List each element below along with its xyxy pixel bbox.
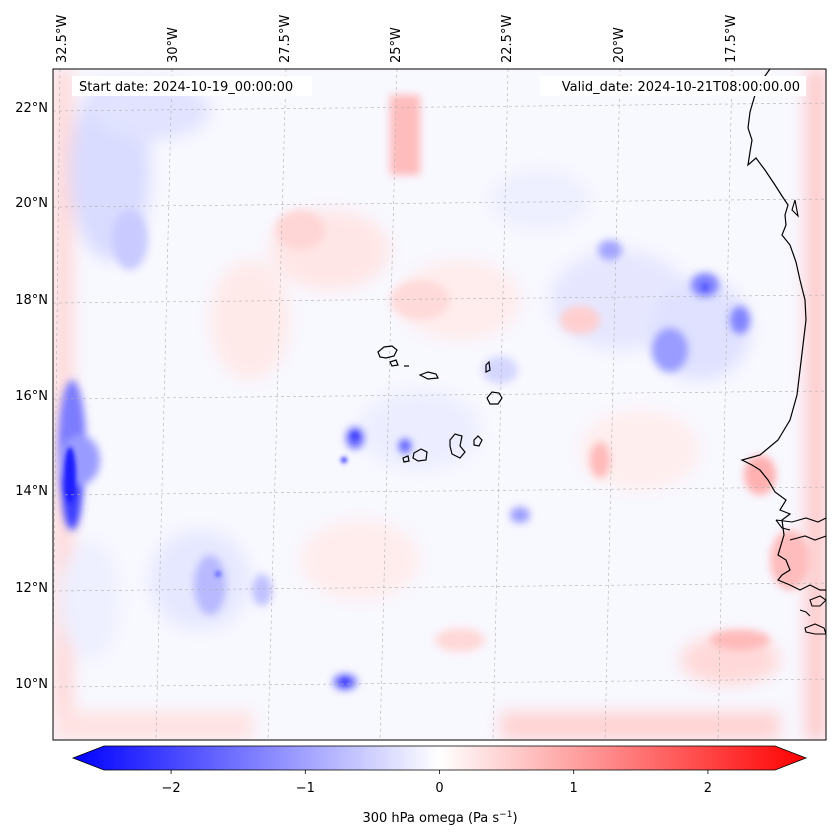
lat-label: 18°N bbox=[15, 293, 48, 308]
start-date-label: Start date: 2024-10-19_00:00:00 bbox=[79, 80, 293, 95]
lon-label: 25°W bbox=[389, 27, 404, 63]
lon-label: 17.5°W bbox=[724, 15, 739, 63]
lon-label: 27.5°W bbox=[278, 15, 293, 63]
lon-label: 22.5°W bbox=[500, 15, 515, 63]
colorbar-label: 300 hPa omega (Pa s−1) bbox=[362, 810, 517, 826]
cape-verde-islands bbox=[377, 345, 503, 463]
colorbar-tick-label: 2 bbox=[704, 781, 712, 796]
colorbar-ticks: −2 −1 0 1 2 bbox=[162, 770, 712, 796]
lat-label: 12°N bbox=[15, 581, 48, 596]
colorbar-tick-label: 1 bbox=[570, 781, 578, 796]
lon-label: 30°W bbox=[166, 27, 181, 63]
lon-label: 32.5°W bbox=[55, 15, 70, 63]
longitude-labels: 32.5°W 30°W 27.5°W 25°W 22.5°W 20°W 17.5… bbox=[55, 15, 739, 63]
colorbar-tick-label: −1 bbox=[296, 781, 315, 796]
omega-field bbox=[53, 69, 826, 740]
map-frame bbox=[52, 68, 827, 741]
lat-label: 14°N bbox=[15, 484, 48, 499]
valid-date-box bbox=[540, 76, 806, 96]
lon-label: 20°W bbox=[612, 27, 627, 63]
latitude-labels: 22°N 20°N 18°N 16°N 14°N 12°N 10°N bbox=[15, 101, 48, 692]
colorbar-tick-label: 0 bbox=[435, 781, 443, 796]
lat-label: 16°N bbox=[15, 389, 48, 404]
lat-label: 22°N bbox=[15, 101, 48, 116]
start-date-box bbox=[72, 76, 312, 96]
coastline-detail bbox=[775, 199, 826, 635]
lat-label: 20°N bbox=[15, 196, 48, 211]
lat-label: 10°N bbox=[15, 677, 48, 692]
colorbar-tick-label: −2 bbox=[162, 781, 181, 796]
map-gridlines bbox=[53, 69, 826, 740]
colorbar-bar bbox=[71, 745, 808, 771]
colorbar: −2 −1 0 1 2 300 hPa omega (Pa s−1) bbox=[71, 745, 808, 826]
african-coastline bbox=[740, 69, 826, 591]
valid-date-label: Valid_date: 2024-10-21T08:00:00.00 bbox=[562, 80, 800, 95]
